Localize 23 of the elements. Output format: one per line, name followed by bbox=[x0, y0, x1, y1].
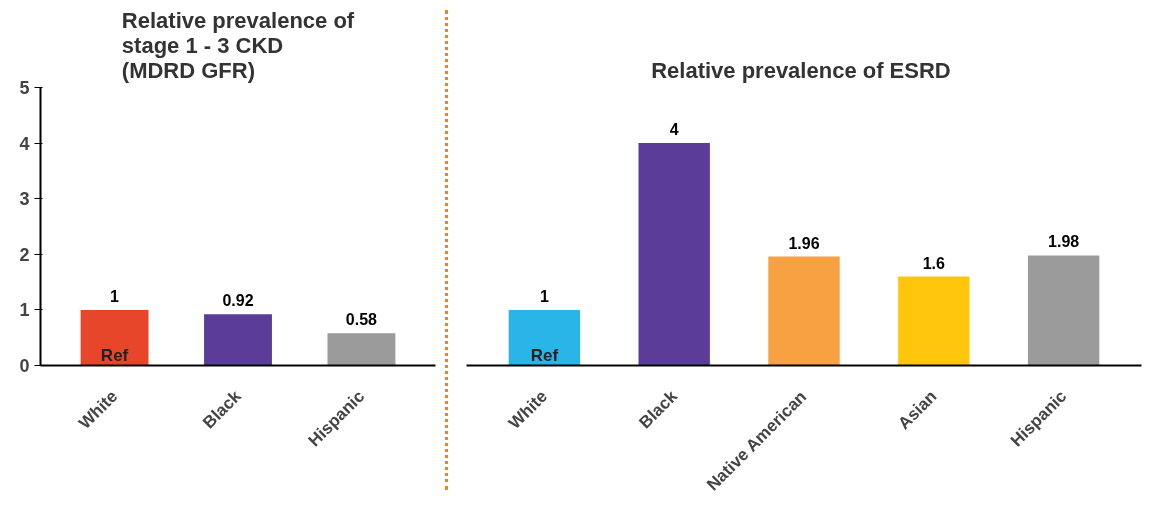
data-label: 1.6 bbox=[922, 254, 946, 272]
data-label: 1.98 bbox=[1048, 233, 1080, 251]
bar bbox=[768, 256, 840, 366]
data-label: 4 bbox=[669, 121, 679, 139]
data-label: 0.58 bbox=[345, 311, 378, 329]
bar bbox=[1027, 255, 1100, 366]
bar bbox=[508, 309, 581, 366]
y-tick-label: 3 bbox=[19, 189, 30, 210]
data-label: 1 bbox=[110, 287, 120, 305]
annotation: Ref bbox=[100, 345, 129, 365]
y-tick-label: 4 bbox=[19, 133, 30, 154]
data-label: 1.96 bbox=[788, 234, 820, 252]
y-tick-label: 5 bbox=[19, 78, 30, 98]
chart-title: Relative prevalence of ESRD bbox=[651, 57, 951, 83]
y-tick-label: 0 bbox=[19, 356, 30, 376]
data-label: 0.92 bbox=[222, 292, 254, 310]
y-tick-label: 2 bbox=[19, 244, 30, 265]
chart-title: Relative prevalence of stage 1 - 3 CKD (MDRD GFR) bbox=[121, 7, 355, 83]
bar bbox=[638, 143, 710, 366]
data-label: 1 bbox=[539, 287, 549, 305]
y-tick-label: 1 bbox=[19, 300, 30, 321]
bar bbox=[898, 276, 970, 366]
annotation: Ref bbox=[530, 345, 559, 365]
